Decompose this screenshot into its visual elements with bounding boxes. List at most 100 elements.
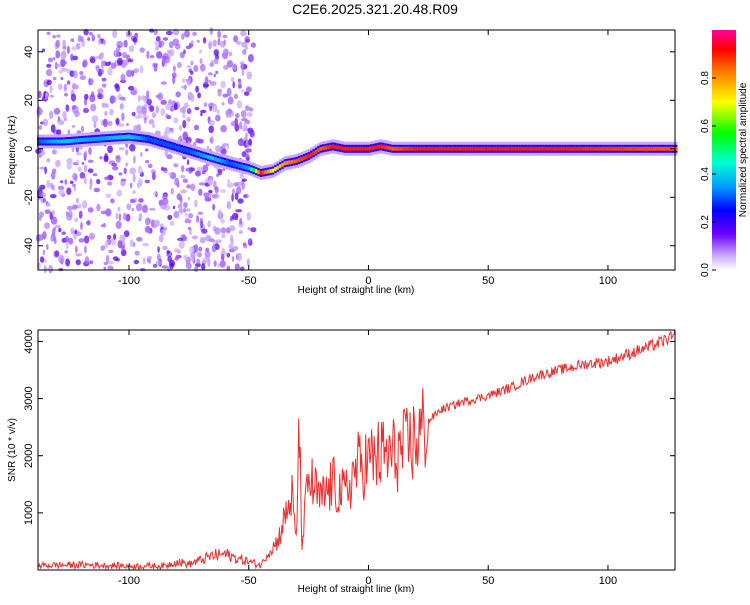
noise-speckle bbox=[88, 147, 92, 155]
noise-speckle bbox=[110, 62, 117, 69]
noise-speckle bbox=[158, 234, 164, 243]
noise-speckle bbox=[226, 143, 230, 150]
noise-speckle bbox=[56, 34, 61, 38]
ridge-core bbox=[487, 146, 491, 151]
x-tick-label: 50 bbox=[482, 275, 494, 287]
noise-speckle bbox=[146, 228, 151, 234]
noise-speckle bbox=[161, 197, 169, 206]
ridge-core bbox=[180, 147, 185, 151]
noise-speckle bbox=[133, 155, 136, 164]
noise-speckle bbox=[215, 70, 219, 75]
noise-speckle bbox=[146, 50, 150, 59]
ridge-core bbox=[484, 146, 489, 151]
noise-speckle bbox=[173, 248, 179, 253]
ridge-core bbox=[465, 146, 470, 151]
ridge-core bbox=[39, 139, 43, 144]
noise-speckle bbox=[123, 167, 127, 175]
y-tick-label: 4000 bbox=[23, 329, 35, 353]
noise-speckle bbox=[82, 200, 88, 209]
noise-speckle bbox=[49, 110, 54, 120]
ridge-core bbox=[377, 144, 381, 149]
noise-speckle bbox=[182, 113, 186, 119]
noise-speckle bbox=[42, 197, 46, 203]
ridge-core bbox=[623, 146, 628, 151]
noise-speckle bbox=[212, 39, 217, 47]
noise-speckle bbox=[75, 152, 83, 156]
noise-speckle bbox=[225, 110, 229, 119]
noise-speckle bbox=[207, 258, 211, 267]
noise-speckle bbox=[132, 190, 136, 195]
ridge-core bbox=[609, 146, 613, 151]
noise-speckle bbox=[173, 117, 179, 124]
noise-speckle bbox=[155, 105, 160, 114]
noise-speckle bbox=[172, 75, 176, 85]
ridge-core bbox=[262, 170, 266, 175]
noise-speckle bbox=[226, 60, 234, 68]
noise-speckle bbox=[166, 115, 172, 120]
noise-speckle bbox=[172, 205, 176, 210]
noise-speckle bbox=[101, 68, 104, 75]
ridge-core bbox=[611, 146, 616, 151]
noise-speckle bbox=[42, 118, 49, 127]
noise-speckle bbox=[192, 31, 197, 36]
ridge-core bbox=[551, 146, 556, 151]
noise-speckle bbox=[235, 40, 242, 46]
colorbar-tick-label: 0.4 bbox=[700, 167, 711, 181]
ridge-core bbox=[389, 146, 393, 151]
noise-speckle bbox=[202, 37, 207, 44]
ridge-core bbox=[662, 146, 666, 151]
ridge-core bbox=[87, 137, 91, 142]
noise-speckle bbox=[138, 178, 143, 186]
ridge-core bbox=[539, 146, 544, 151]
ridge-core bbox=[185, 148, 189, 153]
noise-speckle bbox=[161, 59, 165, 68]
ridge-core bbox=[319, 146, 323, 151]
noise-speckle bbox=[179, 51, 185, 59]
noise-speckle bbox=[156, 51, 163, 59]
ridge-core bbox=[178, 146, 182, 151]
noise-speckle bbox=[195, 85, 200, 93]
noise-speckle bbox=[177, 237, 184, 241]
noise-speckle bbox=[134, 115, 141, 119]
ridge-core bbox=[398, 146, 402, 151]
spectrogram-frame bbox=[37, 29, 676, 271]
ridge-core bbox=[343, 146, 347, 151]
noise-speckle bbox=[50, 235, 53, 243]
spectrogram-panel: -100 -50 0 50 100 -40 -20 0 20 40 Height of stra… bbox=[7, 27, 678, 296]
noise-speckle bbox=[115, 84, 120, 92]
noise-speckle bbox=[84, 256, 90, 265]
ridge-core bbox=[626, 146, 630, 151]
noise-speckle bbox=[66, 161, 72, 170]
noise-speckle bbox=[87, 37, 91, 41]
noise-speckle bbox=[241, 89, 244, 93]
noise-speckle bbox=[208, 119, 215, 126]
ridge-core bbox=[410, 146, 414, 151]
ridge-core bbox=[211, 156, 216, 161]
noise-speckle bbox=[187, 226, 192, 231]
ridge-core bbox=[575, 146, 580, 151]
ridge-core bbox=[535, 146, 539, 151]
noise-speckle bbox=[105, 208, 112, 217]
noise-speckle bbox=[149, 207, 156, 211]
noise-speckle bbox=[105, 103, 109, 108]
noise-speckle bbox=[152, 123, 156, 128]
ridge-core bbox=[132, 135, 137, 140]
ridge-core bbox=[451, 146, 455, 151]
noise-speckle bbox=[238, 230, 243, 234]
noise-speckle bbox=[145, 159, 150, 164]
colorbar-tick-label: 0.6 bbox=[700, 119, 711, 133]
noise-speckle bbox=[152, 172, 156, 181]
noise-speckle bbox=[97, 88, 104, 94]
noise-speckle bbox=[93, 120, 97, 129]
noise-speckle bbox=[241, 178, 247, 182]
ridge-core bbox=[384, 145, 388, 150]
ridge-core bbox=[477, 146, 481, 151]
snr-y-ticks: 1000 2000 3000 4000 bbox=[23, 329, 675, 525]
ridge-core bbox=[341, 146, 345, 151]
chart-title: C2E6.2025.321.20.48.R09 bbox=[292, 1, 458, 17]
ridge-core bbox=[250, 167, 254, 172]
noise-speckle bbox=[215, 239, 222, 244]
noise-speckle bbox=[98, 39, 102, 46]
colorbar-gradient bbox=[712, 30, 736, 270]
noise-speckle bbox=[196, 258, 201, 265]
